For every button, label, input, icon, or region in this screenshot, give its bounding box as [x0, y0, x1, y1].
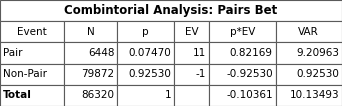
Text: 0.07470: 0.07470 — [129, 48, 171, 58]
Text: 0.92530: 0.92530 — [297, 69, 339, 79]
Bar — [276, 42, 342, 64]
Bar — [174, 42, 209, 64]
Bar — [117, 42, 174, 64]
Bar — [117, 64, 174, 85]
Bar — [276, 64, 342, 85]
Text: 10.13493: 10.13493 — [290, 90, 339, 100]
Bar — [0, 0, 342, 21]
Text: 11: 11 — [193, 48, 206, 58]
Bar — [0, 85, 65, 106]
Text: -1: -1 — [196, 69, 206, 79]
Bar — [209, 64, 276, 85]
Text: 86320: 86320 — [81, 90, 115, 100]
Bar — [209, 85, 276, 106]
Text: Event: Event — [17, 27, 47, 37]
Bar — [174, 64, 209, 85]
Text: Pair: Pair — [3, 48, 22, 58]
Text: Total: Total — [3, 90, 31, 100]
Text: N: N — [87, 27, 95, 37]
Bar — [174, 85, 209, 106]
Bar — [65, 21, 117, 42]
Bar — [174, 21, 209, 42]
Text: VAR: VAR — [299, 27, 319, 37]
Text: p*EV: p*EV — [229, 27, 255, 37]
Text: -0.10361: -0.10361 — [226, 90, 273, 100]
Bar — [276, 21, 342, 42]
Text: p: p — [142, 27, 149, 37]
Bar — [0, 21, 65, 42]
Text: -0.92530: -0.92530 — [226, 69, 273, 79]
Bar — [209, 21, 276, 42]
Bar — [209, 42, 276, 64]
Bar — [117, 21, 174, 42]
Bar — [65, 64, 117, 85]
Text: 6448: 6448 — [88, 48, 115, 58]
Bar — [65, 42, 117, 64]
Bar — [0, 42, 65, 64]
Bar — [117, 85, 174, 106]
Bar — [276, 85, 342, 106]
Text: 1: 1 — [165, 90, 171, 100]
Text: 9.20963: 9.20963 — [296, 48, 339, 58]
Bar — [0, 64, 65, 85]
Text: Combintorial Analysis: Pairs Bet: Combintorial Analysis: Pairs Bet — [64, 4, 278, 17]
Bar — [65, 85, 117, 106]
Text: Non-Pair: Non-Pair — [3, 69, 47, 79]
Text: 0.82169: 0.82169 — [230, 48, 273, 58]
Text: EV: EV — [185, 27, 198, 37]
Text: 0.92530: 0.92530 — [128, 69, 171, 79]
Text: 79872: 79872 — [81, 69, 115, 79]
